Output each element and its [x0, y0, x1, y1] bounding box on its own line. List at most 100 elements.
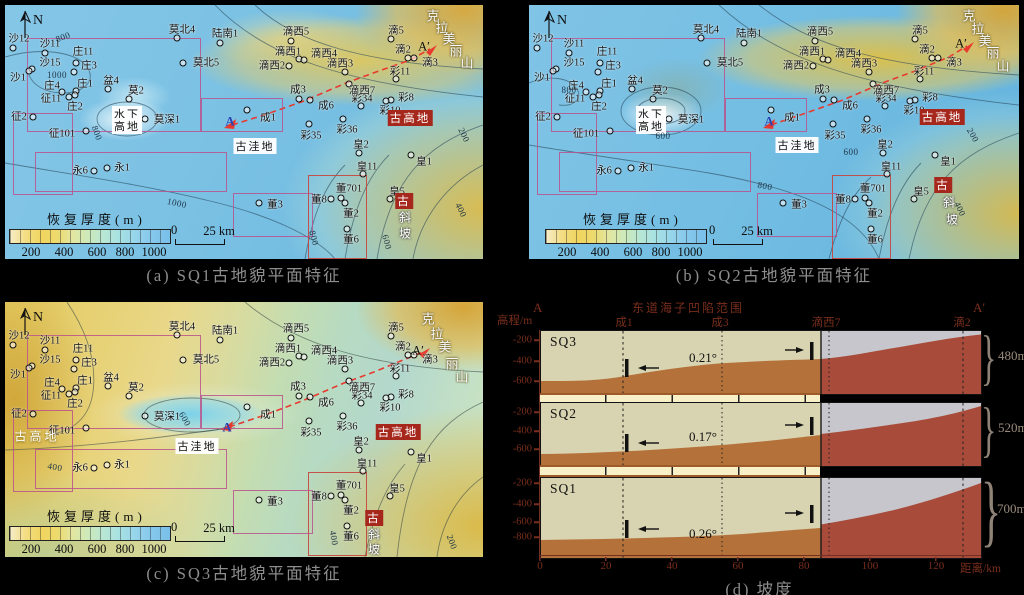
relief-brace-sq3: } — [981, 323, 997, 392]
map-label: 600 — [380, 233, 394, 251]
scale-zero: 0 — [709, 223, 716, 237]
scale-length: 25 km — [203, 224, 235, 238]
section-line — [770, 45, 968, 126]
well-label: 庄1 — [601, 78, 617, 90]
map-label: 斜 — [942, 195, 956, 210]
well-dot — [931, 151, 939, 159]
well-label: 彩34 — [351, 93, 373, 105]
sq1-label: SQ1 — [550, 481, 578, 496]
well-dot — [9, 341, 17, 349]
scale-bar-shape — [175, 239, 225, 245]
well-dot — [285, 359, 293, 367]
well-label: 庄3 — [81, 357, 97, 369]
x-tick-label: 40 — [666, 560, 678, 572]
legend-tick: 600 — [87, 245, 107, 259]
well-dot — [71, 91, 79, 99]
sq1-slope-angle: 0.26° — [689, 526, 717, 541]
well-label: 滴西4 — [310, 48, 338, 60]
well-label: 滴2 — [919, 44, 935, 56]
well-dot — [341, 68, 349, 76]
well-label: 盆4 — [103, 372, 119, 384]
map-label: 古洼地 — [175, 438, 219, 454]
north-label: N — [33, 310, 44, 325]
well-dot — [341, 496, 349, 504]
y-tick-mark — [534, 360, 540, 362]
x-axis-line — [539, 555, 981, 556]
well-label: 滴西1 — [274, 46, 302, 58]
section-well-label: 滴西7 — [811, 317, 841, 329]
well-label: 董3 — [267, 199, 283, 211]
legend-title: 恢复厚度(m) — [583, 212, 682, 227]
well-label: 彩10 — [379, 402, 401, 414]
well-dot — [392, 75, 400, 83]
well-label: 滴西3 — [326, 355, 354, 367]
well-dot — [357, 102, 365, 110]
map-label: 古高地 — [387, 110, 433, 126]
legend-tick: 1000 — [141, 542, 167, 556]
wells-layer: 沙12 沙11 庄11 沙15 庄3 沙1 庄4 庄1 盆4 莫2 征11 庄2 征2 征101 莫深1 莫北… — [5, 302, 483, 557]
well-dot — [582, 88, 590, 96]
well-dot — [911, 35, 919, 43]
block-outline — [13, 113, 73, 195]
caption-a: (a) SQ1古地貌平面特征 — [146, 266, 342, 285]
well-label: 滴西5 — [806, 26, 834, 38]
well-label: 皇1 — [416, 156, 432, 168]
map-label: 山 — [996, 58, 1010, 74]
well-label: 彩35 — [300, 130, 322, 142]
map-label: 800 — [561, 85, 577, 95]
map-label: 200 — [964, 126, 982, 144]
well-label: 滴西2 — [258, 357, 286, 369]
well-dot — [179, 356, 187, 364]
relief-value-sq3: 480m — [998, 348, 1024, 363]
well-label: 皇1 — [940, 156, 956, 168]
well-label: 滴5 — [912, 25, 928, 37]
well-label: 滴西7 — [348, 85, 376, 97]
well-dot — [341, 199, 349, 207]
well-dot — [819, 95, 827, 103]
well-label: 庄11 — [72, 46, 94, 58]
well-label: 沙15 — [39, 354, 61, 366]
well-label: 滴西2 — [258, 60, 286, 72]
well-label: 永6 — [72, 462, 88, 474]
sq2-slope-angle: 0.17° — [689, 429, 717, 444]
well-label: 庄11 — [596, 46, 618, 58]
map-sq3: 沙12 沙11 庄11 沙15 庄3 沙1 庄4 庄1 盆4 莫2 征11 庄2 征2 征101 莫深1 莫北… — [5, 302, 483, 557]
well-dot — [594, 68, 602, 76]
well-dot — [71, 388, 79, 396]
sq2-profile — [541, 403, 981, 466]
well-label: 董6 — [867, 234, 883, 246]
map-label: 高地 — [112, 118, 142, 134]
well-label: 莫深1 — [153, 114, 181, 126]
well-dot — [867, 225, 875, 233]
well-dot — [173, 331, 181, 339]
well-label: 董6 — [343, 234, 359, 246]
well-label: 董701 — [335, 480, 363, 492]
well-label: 董701 — [859, 183, 887, 195]
map-label: 克 — [426, 8, 440, 24]
y-tick-label: -200 — [512, 334, 532, 346]
well-label: 彩10 — [903, 105, 925, 117]
well-dot — [343, 522, 351, 530]
well-dot — [255, 496, 263, 504]
north-arrow: N — [17, 307, 57, 338]
well-dot — [125, 95, 133, 103]
well-label: 征2 — [535, 111, 551, 123]
block-outline — [13, 410, 73, 492]
well-label: 成1 — [260, 409, 276, 421]
well-label: 成3 — [290, 381, 306, 393]
map-sq1: 沙12 沙11 庄11 沙15 庄3 沙1 庄4 庄1 盆4 莫2 征11 庄2 征2 征101 莫深1 莫北… — [5, 5, 483, 259]
well-dot — [9, 44, 17, 52]
well-label: 莫2 — [128, 85, 144, 97]
well-dot — [305, 417, 313, 425]
well-dot — [179, 59, 187, 67]
well-label: 莫2 — [652, 85, 668, 97]
well-label: 滴西2 — [782, 60, 810, 72]
well-dot — [25, 364, 33, 372]
well-label: 莫北5 — [716, 57, 744, 69]
wells-layer: 沙12 沙11 庄11 沙15 庄3 沙1 庄4 庄1 盆4 莫2 征11 庄2 征2 征101 莫深1 莫北… — [529, 5, 1019, 259]
well-label: 董8 — [311, 194, 327, 206]
well-dot — [287, 37, 295, 45]
block-outline — [308, 175, 367, 259]
well-dot — [865, 199, 873, 207]
well-label: 董2 — [343, 208, 359, 220]
